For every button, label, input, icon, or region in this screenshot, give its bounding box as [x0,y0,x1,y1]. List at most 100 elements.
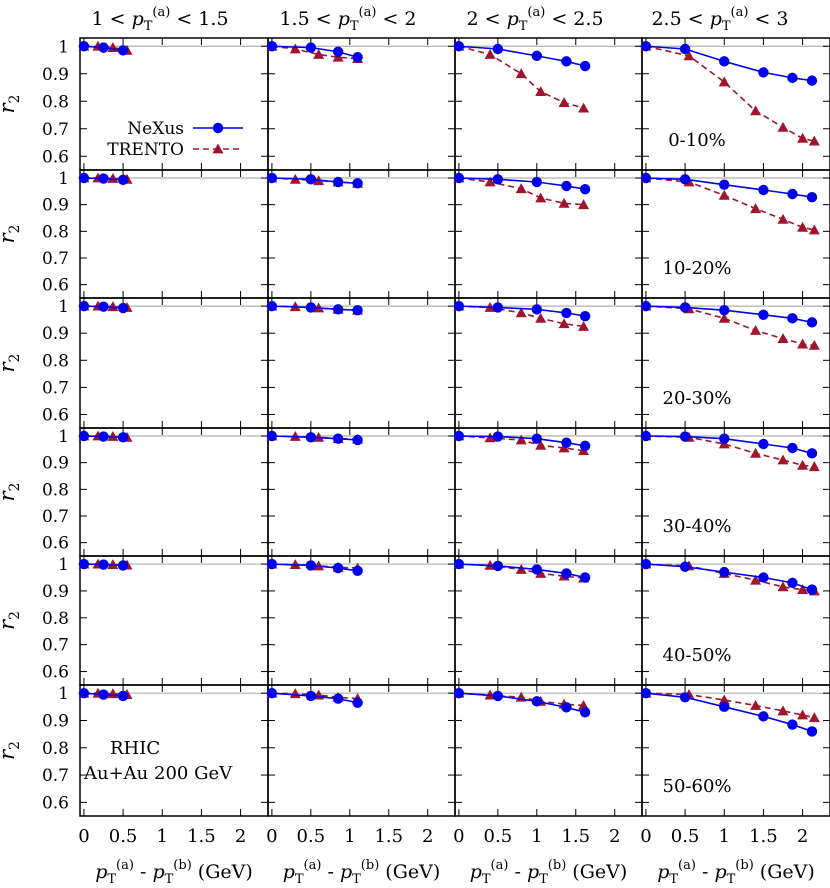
centrality-label: 40-50% [663,645,732,666]
x-axis-label-sup: (a) [304,858,322,873]
panel-frame [79,297,269,429]
panel-frame [267,555,456,686]
x-axis-label-p: p [657,861,669,883]
marker-trento [107,559,119,569]
marker-nexus [758,572,769,583]
panel-r1-c2 [266,37,456,171]
y-tick-label: 0.7 [42,507,69,527]
marker-trento [777,581,789,592]
series-line-nexus [271,305,358,311]
column-title-sub: T [350,19,359,34]
column-title-sup: (a) [527,5,545,20]
marker-trento [718,189,730,200]
panel-frame [641,684,830,817]
marker-nexus [332,176,344,188]
y-tick-label: 0.6 [42,405,69,425]
marker-nexus [492,560,504,572]
x-tick-label: 0.5 [484,826,513,847]
x-tick-label: 0.5 [109,826,138,847]
marker-nexus [117,560,129,571]
y-axis-label: r2 [0,354,23,373]
series-line-nexus [271,563,358,572]
column-title: 1.5 < pT(a) < 2 [279,5,416,34]
panel-frame [454,427,643,557]
marker-trento [535,312,547,323]
marker-trento [718,694,730,705]
marker-trento [750,447,762,458]
series-line-trento [458,177,584,206]
x-axis-label-sub: T [165,872,174,887]
marker-nexus [453,41,465,52]
column-title-suffix: < 2 [376,8,416,30]
marker-nexus [117,174,129,186]
x-axis-label-unit: (GeV) [379,861,440,883]
panel-frame [454,684,643,817]
marker-nexus [679,174,691,185]
series-line-trento [645,305,815,347]
marker-trento [535,439,547,450]
x-axis-label-p: p [527,861,539,883]
marker-nexus [332,693,344,704]
panel-frame [79,684,269,817]
y-tick-label: 0.8 [42,222,69,242]
series-line-nexus [271,692,358,704]
x-tick-label: 1 [157,826,168,847]
x-axis-label-sub: T [727,872,736,887]
marker-trento [484,176,496,187]
marker-trento [515,307,527,318]
marker-nexus [579,310,591,322]
marker-trento [578,102,590,113]
marker-nexus [453,430,465,442]
panel-frame [267,169,456,299]
marker-trento [750,699,762,710]
series-line-trento [271,45,358,60]
marker-nexus [640,558,652,570]
x-tick-label: 2 [422,826,433,847]
marker-nexus [352,178,363,189]
marker-nexus [453,687,465,699]
centrality-label: 10-20% [663,258,732,279]
panel-r3-c2 [266,297,456,429]
marker-nexus [679,692,691,703]
marker-nexus [492,302,504,313]
marker-nexus [98,559,109,570]
marker-nexus [332,304,344,315]
marker-nexus [806,192,818,203]
y-tick-label: 0.8 [42,609,69,629]
x-axis-label-minus: - [508,861,527,883]
x-tick-label: 1.5 [561,826,590,847]
marker-nexus [561,180,572,192]
centrality-label: 30-40% [663,516,732,537]
panel-frame [454,169,643,299]
x-axis-label-p: p [714,861,726,883]
marker-nexus [787,442,798,454]
x-axis-label: pT(a) - pT(b) (GeV) [657,858,815,887]
marker-trento [808,461,820,472]
marker-trento [289,301,301,312]
annotation-collider: RHIC [110,738,160,759]
panel-frame [79,427,269,557]
y-axis-label: r2 [0,225,23,244]
x-axis-label-sub: T [539,872,548,887]
marker-trento [797,459,809,470]
series-line-trento [458,692,584,707]
marker-nexus [719,433,730,444]
x-axis-label-sup: (a) [491,858,509,873]
x-axis-label-sub: T [295,872,304,887]
column-title: 2 < pT(a) < 2.5 [466,5,603,34]
y-tick-label: 0.9 [42,65,69,85]
marker-nexus [305,42,317,53]
series-line-trento [645,45,815,142]
y-axis-label: r2 [0,741,23,760]
marker-nexus [787,72,798,84]
marker-nexus [806,75,818,86]
panel-r6-c4 [640,684,830,817]
marker-nexus [719,304,730,316]
column-title-suffix: < 2.5 [545,8,603,30]
marker-trento [808,712,820,723]
y-axis-label-sub: 2 [7,483,23,492]
marker-trento [797,338,809,349]
marker-nexus [332,433,344,444]
column-title: 1 < pT(a) < 1.5 [91,5,228,34]
marker-trento [750,325,762,335]
